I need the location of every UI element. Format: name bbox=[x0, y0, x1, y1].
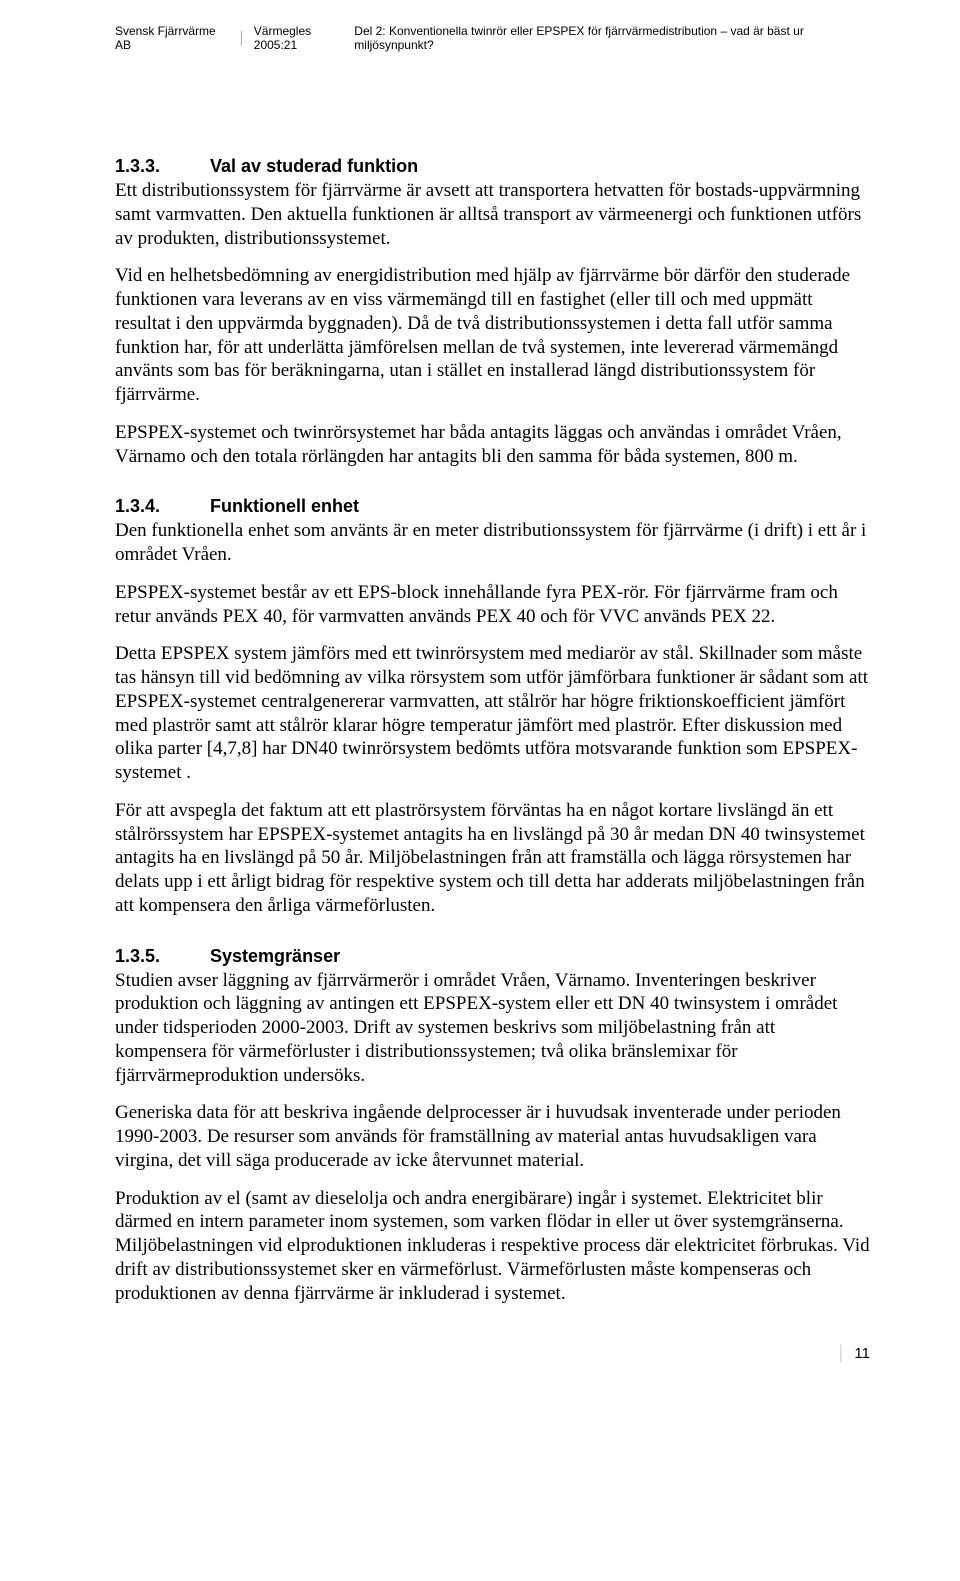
section-heading: 1.3.4. Funktionell enhet bbox=[115, 496, 870, 517]
paragraph: Ett distributionssystem för fjärrvärme ä… bbox=[115, 179, 870, 250]
section-title: Funktionell enhet bbox=[210, 496, 359, 516]
section-number: 1.3.5. bbox=[115, 946, 205, 967]
paragraph: Den funktionella enhet som använts är en… bbox=[115, 519, 870, 567]
paragraph: Studien avser läggning av fjärrvärmerör … bbox=[115, 969, 870, 1088]
section-1-3-5: 1.3.5. Systemgränser Studien avser läggn… bbox=[115, 946, 870, 1306]
section-title: Val av studerad funktion bbox=[210, 156, 418, 176]
section-number: 1.3.3. bbox=[115, 156, 205, 177]
paragraph: Produktion av el (samt av dieselolja och… bbox=[115, 1187, 870, 1306]
header-separator: │ bbox=[238, 31, 246, 45]
section-1-3-4: 1.3.4. Funktionell enhet Den funktionell… bbox=[115, 496, 870, 917]
header-org: Svensk Fjärrvärme AB bbox=[115, 24, 230, 52]
paragraph: Vid en helhetsbedömning av energidistrib… bbox=[115, 264, 870, 407]
header-doc-ref: Värmegles 2005:21 bbox=[254, 24, 355, 52]
page-header: Svensk Fjärrvärme AB │ Värmegles 2005:21… bbox=[115, 24, 870, 52]
paragraph: Generiska data för att beskriva ingående… bbox=[115, 1101, 870, 1172]
section-heading: 1.3.5. Systemgränser bbox=[115, 946, 870, 967]
section-1-3-3: 1.3.3. Val av studerad funktion Ett dist… bbox=[115, 156, 870, 468]
section-heading: 1.3.3. Val av studerad funktion bbox=[115, 156, 870, 177]
header-right: Del 2: Konventionella twinrör eller EPSP… bbox=[354, 24, 870, 52]
header-left: Svensk Fjärrvärme AB │ Värmegles 2005:21 bbox=[115, 24, 354, 52]
section-number: 1.3.4. bbox=[115, 496, 205, 517]
page-number: │ 11 bbox=[115, 1345, 870, 1362]
paragraph: EPSPEX-systemet består av ett EPS-block … bbox=[115, 581, 870, 629]
page-number-value: 11 bbox=[854, 1345, 870, 1362]
page-number-separator: │ bbox=[837, 1345, 846, 1362]
section-title: Systemgränser bbox=[210, 946, 340, 966]
paragraph: Detta EPSPEX system jämförs med ett twin… bbox=[115, 642, 870, 785]
paragraph: EPSPEX-systemet och twinrörsystemet har … bbox=[115, 421, 870, 469]
paragraph: För att avspegla det faktum att ett plas… bbox=[115, 799, 870, 918]
document-page: Svensk Fjärrvärme AB │ Värmegles 2005:21… bbox=[0, 0, 960, 1402]
